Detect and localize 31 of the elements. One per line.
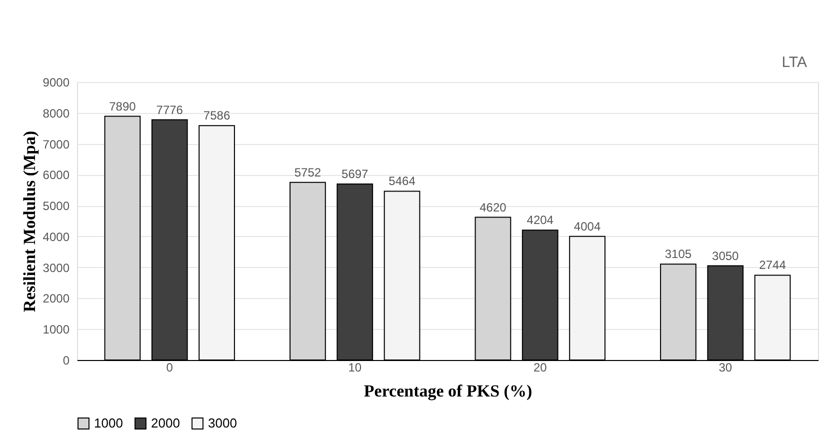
data-label: 5697 — [342, 167, 369, 182]
x-axis-title: Percentage of PKS (%) — [364, 382, 532, 400]
data-label: 4204 — [526, 213, 554, 228]
x-tick-label: 0 — [166, 360, 174, 374]
y-tick-label: 8000 — [42, 106, 70, 120]
legend-label: 2000 — [151, 416, 180, 431]
x-tick-label: 10 — [348, 360, 362, 374]
legend-label: 3000 — [208, 416, 237, 431]
data-label: 7586 — [203, 108, 230, 123]
y-tick-label: 6000 — [42, 168, 70, 182]
y-tick-label: 7000 — [42, 137, 70, 152]
data-label: 3105 — [664, 247, 692, 262]
y-tick-label: 2000 — [42, 292, 70, 306]
x-tick-label: 20 — [533, 360, 548, 374]
y-tick-label: 5000 — [42, 199, 70, 214]
data-label: 3050 — [712, 248, 740, 263]
y-tick-label: 3000 — [42, 260, 70, 275]
data-label: 7776 — [156, 102, 184, 117]
y-tick-label: 4000 — [42, 230, 70, 244]
data-label: 4004 — [574, 219, 601, 234]
legend-label: 1000 — [94, 416, 123, 431]
x-tick-label: 30 — [718, 360, 732, 374]
y-axis-title: Resilient Modulus (Mpa) — [20, 130, 39, 312]
data-label: 5752 — [294, 165, 322, 180]
y-tick-label: 1000 — [42, 322, 70, 337]
data-label: 2744 — [759, 258, 786, 272]
data-label: 4620 — [480, 200, 507, 214]
data-label: 7890 — [109, 99, 136, 114]
text: LTA — [782, 54, 807, 71]
y-tick-label: 9000 — [42, 76, 70, 90]
data-label: 5464 — [388, 174, 416, 188]
